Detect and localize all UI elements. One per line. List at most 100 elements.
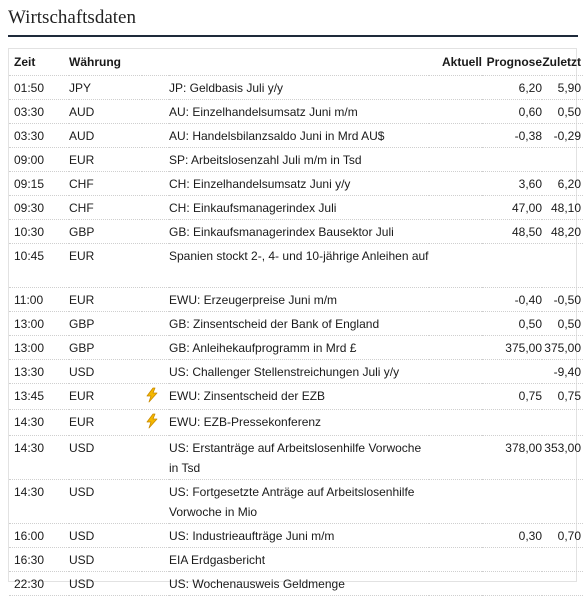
actual-cell [429,171,482,196]
actual-cell-text [429,572,482,575]
forecast-cell-text: 378,00 [505,441,542,455]
table-row[interactable]: 11:00 EUR EWU: Erzeugerpreise Juni m/m -0,4… [9,287,583,312]
table-row[interactable]: 14:30 USD US: Fortgesetzte Anträge auf Arb… [9,479,583,524]
flag-cell [142,479,169,524]
event-cell[interactable]: GB: Anleihekaufprogramm in Mrd £ [169,335,429,360]
column-header-currency[interactable]: Währung [69,49,142,76]
currency-cell-text: EUR [69,153,95,167]
table-row[interactable]: 09:30 CHF CH: Einkaufsmanagerindex Juli 47,… [9,195,583,220]
event-cell[interactable]: EWU: Zinsentscheid der EZB [169,383,429,410]
column-header-actual[interactable]: Aktuell [429,49,482,76]
event-cell[interactable]: SP: Arbeitslosenzahl Juli m/m in Tsd [169,147,429,172]
actual-cell-text [429,196,482,199]
forecast-cell: 3,60 [482,171,542,196]
column-header-forecast[interactable]: Prognose [482,49,542,76]
currency-cell-text: EUR [69,389,95,403]
event-cell[interactable]: CH: Einzelhandelsumsatz Juni y/y [169,171,429,196]
time-cell-text: 13:45 [14,389,45,403]
event-cell-text: US: Challenger Stellenstreichungen Juli … [169,365,400,379]
flag-cell [142,435,169,480]
event-cell[interactable]: US: Challenger Stellenstreichungen Juli … [169,359,429,384]
event-cell-text: CH: Einkaufsmanagerindex Juli [169,201,337,215]
table-row[interactable]: 13:30 USD US: Challenger Stellenstreichung… [9,359,583,384]
flag-cell [142,219,169,244]
event-cell[interactable]: GB: Zinsentscheid der Bank of England [169,311,429,336]
event-cell[interactable]: CH: Einkaufsmanagerindex Juli [169,195,429,220]
actual-cell [429,311,482,336]
currency-cell-text: USD [69,577,95,591]
flag-cell [142,147,169,172]
previous-cell [542,147,583,172]
table-row[interactable]: 09:00 EUR SP: Arbeitslosenzahl Juli m/m in… [9,147,583,172]
previous-cell: 353,00 [542,435,583,480]
previous-cell-text: 375,00 [544,341,581,355]
actual-cell [429,435,482,480]
event-cell[interactable]: US: Erstanträge auf Arbeitslosenhilfe Vo… [169,435,429,480]
table-row[interactable]: 14:30 EUR EWU: EZB-Pressekonferenz [9,409,583,436]
flag-cell [142,195,169,220]
previous-cell [542,409,583,436]
event-cell[interactable]: GB: Einkaufsmanagerindex Bausektor Juli [169,219,429,244]
lightning-bolt-icon [144,413,160,435]
event-cell[interactable]: AU: Einzelhandelsumsatz Juni m/m [169,99,429,124]
actual-cell-text [429,436,482,439]
flag-cell [142,359,169,384]
currency-cell: USD [69,479,142,524]
flag-cell [142,311,169,336]
previous-cell-text [542,480,581,483]
time-cell: 16:00 [9,523,69,548]
forecast-cell-text [482,548,542,551]
forecast-cell-text: 3,60 [518,177,542,191]
previous-cell-text [542,572,581,575]
table-row[interactable]: 03:30 AUD AU: Handelsbilanzsaldo Juni in M… [9,123,583,148]
currency-cell: EUR [69,409,142,436]
currency-cell-text: USD [69,553,95,567]
event-cell[interactable]: US: Wochenausweis Geldmenge [169,571,429,596]
event-cell[interactable]: JP: Geldbasis Juli y/y [169,75,429,100]
time-cell: 03:30 [9,99,69,124]
column-header-time[interactable]: Zeit [9,49,69,76]
table-row[interactable]: 10:45 EUR Spanien stockt 2-, 4- und 10-jäh… [9,243,583,288]
table-row[interactable]: 13:45 EUR EWU: Zinsentscheid der EZB 0,75 0,… [9,383,583,410]
event-cell[interactable]: Spanien stockt 2-, 4- und 10-jährige Anl… [169,243,429,288]
table-row[interactable]: 16:00 USD US: Industrieaufträge Juni m/m 0,… [9,523,583,548]
event-cell[interactable]: AU: Handelsbilanzsaldo Juni in Mrd AU$ [169,123,429,148]
actual-cell [429,547,482,572]
event-cell-text: US: Fortgesetzte Anträge auf Arbeitslose… [169,485,415,519]
event-cell[interactable]: US: Fortgesetzte Anträge auf Arbeitslose… [169,479,429,524]
forecast-cell [482,547,542,572]
time-cell: 14:30 [9,435,69,480]
time-cell: 13:00 [9,311,69,336]
actual-cell [429,219,482,244]
forecast-cell-text: 0,50 [518,317,542,331]
time-cell-text: 16:30 [14,553,45,567]
actual-cell [429,147,482,172]
forecast-cell [482,147,542,172]
table-row[interactable]: 10:30 GBP GB: Einkaufsmanagerindex Bausekt… [9,219,583,244]
time-cell-text: 09:30 [14,201,45,215]
forecast-cell-text: 0,30 [518,529,542,543]
event-cell[interactable]: EIA Erdgasbericht [169,547,429,572]
currency-cell-text: GBP [69,317,95,331]
table-row[interactable]: 16:30 USD EIA Erdgasbericht [9,547,583,572]
previous-cell: -0,29 [542,123,583,148]
column-header-previous[interactable]: Zuletzt [542,49,583,76]
table-row[interactable]: 14:30 USD US: Erstanträge auf Arbeitslosen… [9,435,583,480]
currency-cell: GBP [69,311,142,336]
event-cell-text: GB: Zinsentscheid der Bank of England [169,317,380,331]
table-row[interactable]: 13:00 GBP GB: Zinsentscheid der Bank of En… [9,311,583,336]
time-cell: 09:00 [9,147,69,172]
table-row[interactable]: 09:15 CHF CH: Einzelhandelsumsatz Juni y/y… [9,171,583,196]
event-cell[interactable]: EWU: Erzeugerpreise Juni m/m [169,287,429,312]
table-row[interactable]: 03:30 AUD AU: Einzelhandelsumsatz Juni m/m… [9,99,583,124]
forecast-cell-text [482,480,542,483]
actual-cell [429,287,482,312]
event-cell[interactable]: US: Industrieaufträge Juni m/m [169,523,429,548]
table-row[interactable]: 13:00 GBP GB: Anleihekaufprogramm in Mrd £… [9,335,583,360]
event-cell[interactable]: EWU: EZB-Pressekonferenz [169,409,429,436]
table-row[interactable]: 22:30 USD US: Wochenausweis Geldmenge [9,571,583,596]
table-row[interactable]: 01:50 JPY JP: Geldbasis Juli y/y 6,20 5,90 [9,75,583,100]
previous-cell-text: -0,29 [553,129,581,143]
previous-cell-text: 5,90 [557,81,581,95]
currency-cell-text: EUR [69,415,95,429]
